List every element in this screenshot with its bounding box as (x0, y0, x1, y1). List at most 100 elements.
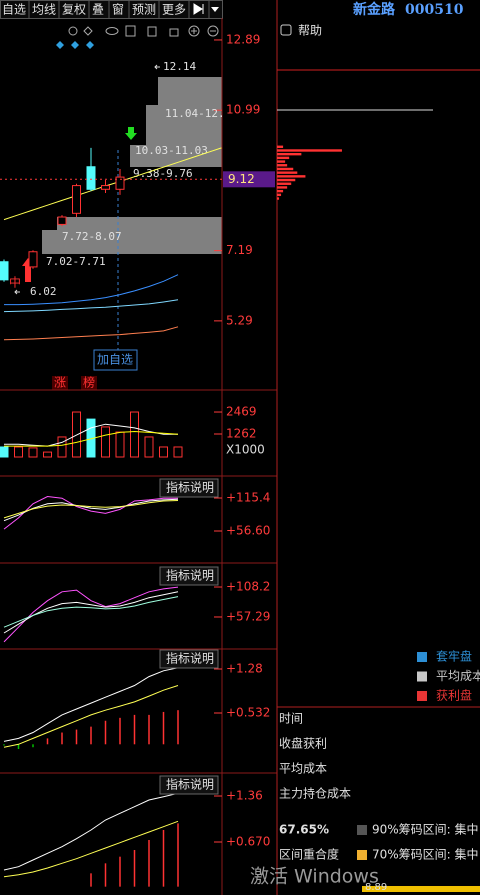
chip-zones (42, 77, 222, 254)
indicator-button[interactable] (159, 775, 219, 795)
legend-swatch (417, 691, 427, 701)
toolbar-dropdown[interactable] (211, 7, 219, 12)
toolbar-icon[interactable] (193, 3, 204, 15)
legend-swatch (417, 652, 427, 662)
info-label: 平均成本 (279, 762, 327, 776)
indicator-button-label[interactable]: 指标说明 (166, 651, 214, 666)
y-tick-label: 2469 (226, 405, 257, 419)
help[interactable]: 帮助 (298, 24, 322, 38)
indicator-button-label[interactable]: 指标说明 (166, 480, 214, 495)
volume-bar (28, 447, 38, 458)
legend-label: 获利盘 (436, 688, 472, 703)
line (3, 820, 179, 878)
chip-bar (277, 149, 342, 152)
volume-bar (57, 436, 67, 458)
chip-bar (277, 189, 284, 193)
swatch (357, 850, 367, 860)
chip-annotation: 9.38-9.76 (133, 167, 193, 180)
chip-annotation: 7.72-8.07 (62, 230, 122, 243)
chip-bar (277, 156, 290, 160)
stock-code: 000510 (405, 2, 464, 18)
line (3, 495, 178, 530)
chip-bar (277, 197, 280, 200)
help-icon[interactable] (280, 24, 292, 36)
chip-bar (277, 160, 286, 163)
info-label: 时间 (279, 712, 303, 726)
chart-icons[interactable] (68, 25, 219, 37)
candle-body (28, 251, 38, 268)
add-watchlist-label[interactable]: 加自选 (97, 353, 133, 367)
line (3, 500, 179, 519)
y-tick-label: +0.532 (226, 706, 270, 720)
line (3, 586, 179, 643)
volume-bar (144, 436, 154, 458)
volume-bar (101, 426, 110, 458)
chip-bar (277, 182, 292, 185)
line (3, 498, 179, 522)
volume-bar (43, 451, 52, 458)
volume-bar (72, 411, 81, 458)
toolbar-item[interactable]: 叠 (92, 3, 104, 17)
diamond-markers (56, 41, 94, 49)
y-tick-label: +0.670 (226, 835, 270, 849)
marker: 涨 (54, 375, 66, 390)
line (3, 299, 179, 313)
stock-name: 新金路 (353, 1, 396, 18)
chip-bar (277, 167, 294, 171)
chip-annotation: 10.03-11.03 (135, 144, 208, 157)
toolbar-item[interactable]: 预测 (132, 3, 156, 17)
line (3, 792, 179, 871)
candle-body (115, 176, 125, 190)
last-price-box (223, 171, 275, 188)
candle-body (86, 166, 96, 190)
chip-annotation: 6.02 (30, 285, 57, 298)
y-tick-label: +56.60 (226, 524, 270, 538)
add-watchlist-button[interactable] (93, 349, 138, 371)
line (3, 147, 222, 221)
toolbar-item[interactable]: 复权 (62, 3, 86, 17)
indicator-button-label[interactable]: 指标说明 (166, 568, 214, 583)
y-tick-label: +115.4 (226, 490, 270, 504)
price-plot: 12.14 11.04-12.14 10.03-11.03 9.38-9.76 7.72… (30, 60, 222, 298)
y-tick-label: 5.29 (226, 313, 253, 327)
chip-bar (277, 152, 302, 156)
y-tick-label: +1.28 (226, 662, 263, 676)
toolbar-item[interactable]: 窗 (112, 3, 124, 17)
volume-bar (130, 411, 139, 458)
chip-bar (277, 171, 298, 174)
toolbar-item[interactable]: 均线 (32, 3, 56, 17)
volume-bar (14, 446, 23, 458)
candle-body (57, 216, 67, 225)
marker-bg (52, 376, 68, 390)
line (3, 685, 179, 748)
marker-bg (81, 376, 97, 390)
volume-bar (159, 446, 168, 458)
volume-bar (115, 431, 125, 458)
line (4, 423, 178, 447)
line (3, 596, 179, 628)
info-label: 区间重合度 (279, 847, 339, 862)
indicator-button[interactable] (159, 566, 219, 586)
indicator-button[interactable] (159, 478, 219, 498)
swatch (357, 825, 367, 835)
info-label: 收盘获利 (279, 736, 327, 751)
y-tick-label: +108.2 (226, 580, 270, 594)
toolbar-item[interactable]: 自选 (2, 3, 26, 17)
legend-label: 平均成本 (436, 669, 480, 683)
marker: 榜 (83, 375, 95, 390)
y-tick-label: 10.99 (226, 103, 260, 117)
chip-bar (277, 145, 284, 148)
sell-arrow (125, 127, 137, 140)
last-price-label: 9.12 (228, 172, 255, 186)
toolbar-item[interactable]: 更多 (162, 3, 186, 17)
indicator-button-label[interactable]: 指标说明 (166, 777, 214, 792)
price-marker-bar (362, 886, 480, 892)
info-label: 主力持仓成本 (279, 786, 351, 801)
legend-swatch (417, 671, 427, 682)
indicator-button[interactable] (159, 649, 219, 669)
chip-bar (277, 175, 306, 178)
y-tick-label: 7.19 (226, 243, 253, 257)
marker: 中 (9, 275, 21, 290)
legend-label: 套牢盘 (436, 649, 472, 664)
